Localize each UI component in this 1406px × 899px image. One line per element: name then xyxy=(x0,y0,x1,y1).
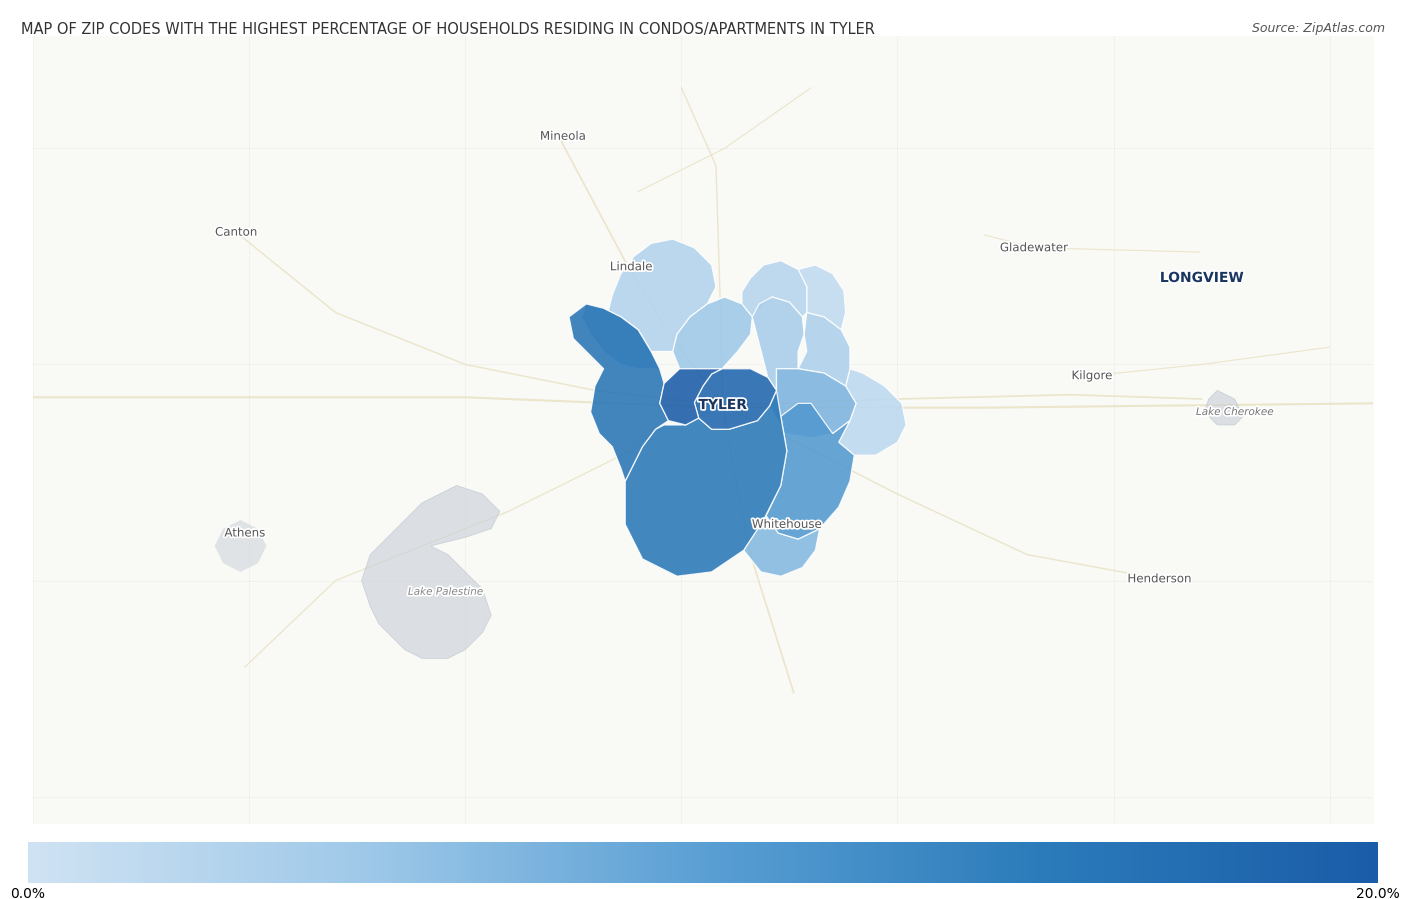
Text: Lindale: Lindale xyxy=(610,261,652,273)
Polygon shape xyxy=(744,485,820,576)
Polygon shape xyxy=(659,369,723,425)
Text: Athens: Athens xyxy=(225,527,266,539)
Text: Gladewater: Gladewater xyxy=(1000,241,1069,254)
Polygon shape xyxy=(569,304,668,481)
Polygon shape xyxy=(582,304,659,369)
Text: MAP OF ZIP CODES WITH THE HIGHEST PERCENTAGE OF HOUSEHOLDS RESIDING IN CONDOS/AP: MAP OF ZIP CODES WITH THE HIGHEST PERCEN… xyxy=(21,22,875,38)
Polygon shape xyxy=(695,369,776,429)
Polygon shape xyxy=(799,313,851,386)
Text: Canton: Canton xyxy=(215,226,257,238)
Text: Whitehouse: Whitehouse xyxy=(752,518,823,530)
Polygon shape xyxy=(607,239,716,352)
Text: Source: ZipAtlas.com: Source: ZipAtlas.com xyxy=(1251,22,1385,35)
Polygon shape xyxy=(766,404,855,539)
Text: TYLER: TYLER xyxy=(699,398,748,412)
Text: Kilgore: Kilgore xyxy=(1071,369,1112,382)
Polygon shape xyxy=(769,369,856,438)
Polygon shape xyxy=(626,390,787,576)
Text: Henderson: Henderson xyxy=(1128,573,1191,585)
Polygon shape xyxy=(839,369,905,455)
Polygon shape xyxy=(361,485,501,658)
Text: Lake Palestine: Lake Palestine xyxy=(408,587,482,597)
Polygon shape xyxy=(799,265,845,330)
Text: Lake Cherokee: Lake Cherokee xyxy=(1197,407,1274,417)
Polygon shape xyxy=(672,297,752,369)
Text: LONGVIEW: LONGVIEW xyxy=(1160,271,1244,285)
Polygon shape xyxy=(215,520,267,572)
Polygon shape xyxy=(1205,390,1243,425)
Text: Mineola: Mineola xyxy=(540,129,586,143)
Polygon shape xyxy=(752,297,804,390)
Polygon shape xyxy=(742,261,807,317)
